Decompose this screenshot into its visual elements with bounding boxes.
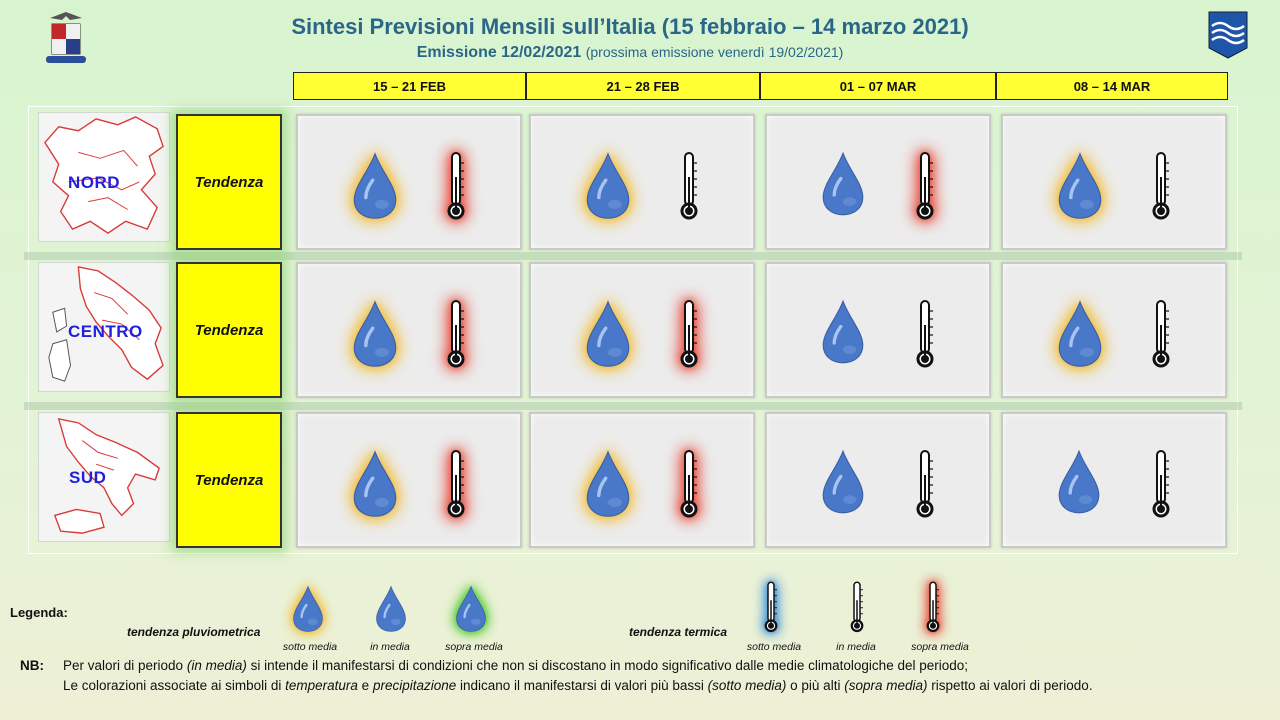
thermometer-icon	[1149, 448, 1173, 520]
period-header-3: 01 – 07 MAR	[760, 72, 996, 100]
raindrop-icon	[352, 446, 398, 522]
row-separator	[24, 402, 1242, 410]
thermometer-icon	[1149, 298, 1173, 370]
period-header-2: 21 – 28 FEB	[526, 72, 760, 100]
thermometer-icon	[677, 150, 701, 222]
raindrop-icon	[585, 296, 631, 372]
forecast-grid	[28, 106, 1238, 554]
next-emission: (prossima emissione venerdì 19/02/2021)	[585, 44, 844, 60]
thermometer-icon	[444, 150, 468, 222]
legend-raindrop-icon	[292, 582, 324, 636]
forecast-cell-sud-2	[529, 412, 755, 548]
forecast-cell-centro-1	[296, 262, 522, 398]
notes-key: NB:	[20, 658, 44, 673]
raindrop-icon	[821, 446, 865, 518]
map-nord	[38, 112, 170, 242]
forecast-cell-nord-1	[296, 114, 522, 250]
row-separator	[24, 252, 1242, 260]
thermometer-icon	[444, 298, 468, 370]
tendency-box-nord: Tendenza	[176, 114, 282, 250]
air-force-crest-icon	[40, 8, 92, 70]
page-title: Sintesi Previsioni Mensili sull’Italia (…	[291, 14, 969, 39]
raindrop-icon	[821, 296, 865, 368]
thermometer-icon	[1149, 150, 1173, 222]
legend-raindrop-icon	[375, 582, 407, 636]
raindrop-icon	[1057, 446, 1101, 518]
forecast-cell-sud-3	[765, 412, 991, 548]
thermometer-icon	[677, 298, 701, 370]
raindrop-icon	[1057, 148, 1103, 224]
emission-date: Emissione 12/02/2021	[416, 44, 582, 61]
forecast-cell-centro-4	[1001, 262, 1227, 398]
raindrop-icon	[585, 148, 631, 224]
legend-temp-label: tendenza termica	[629, 625, 728, 639]
raindrop-icon	[352, 296, 398, 372]
thermometer-icon	[677, 448, 701, 520]
forecast-cell-sud-1	[296, 412, 522, 548]
legend-thermometer-icon	[848, 580, 866, 634]
legend-thermometer-icon	[762, 580, 780, 634]
tendency-box-centro: Tendenza	[176, 262, 282, 398]
thermometer-icon	[913, 150, 937, 222]
forecast-cell-nord-4	[1001, 114, 1227, 250]
notes-line-2: Le colorazioni associate ai simboli di t…	[63, 678, 1093, 693]
region-label-sud: SUD	[69, 468, 107, 487]
forecast-cell-sud-4	[1001, 412, 1227, 548]
legend-title: Legenda:	[10, 605, 68, 620]
forecast-cell-centro-2	[529, 262, 755, 398]
map-sud	[38, 412, 170, 542]
legend-precip-label: tendenza pluviometrica	[127, 625, 261, 639]
period-header-4: 08 – 14 MAR	[996, 72, 1228, 100]
raindrop-icon	[1057, 296, 1103, 372]
forecast-cell-nord-2	[529, 114, 755, 250]
region-label-centro: CENTRO	[68, 322, 143, 341]
forecast-cell-nord-3	[765, 114, 991, 250]
period-header-1: 15 – 21 FEB	[293, 72, 526, 100]
weather-service-logo-icon	[1206, 8, 1250, 60]
legend-precip-caption-3: sopra media	[445, 641, 503, 653]
legend-precip-caption-2: in media	[370, 641, 410, 653]
legend-raindrop-icon	[455, 582, 487, 636]
thermometer-icon	[913, 448, 937, 520]
legend-temp-caption-2: in media	[836, 641, 876, 653]
legend-precip-caption-1: sotto media	[282, 641, 338, 653]
thermometer-icon	[913, 298, 937, 370]
map-centro	[38, 262, 170, 392]
thermometer-icon	[444, 448, 468, 520]
notes-line-1: Per valori di periodo (in media) si inte…	[63, 658, 969, 673]
raindrop-icon	[821, 148, 865, 220]
forecast-cell-centro-3	[765, 262, 991, 398]
tendency-box-sud: Tendenza	[176, 412, 282, 548]
emission-info: Emissione 12/02/2021 (prossima emissione…	[0, 44, 1260, 62]
legend-temp-caption-3: sopra media	[911, 641, 969, 653]
legend-temp-caption-1: sotto media	[746, 641, 802, 653]
raindrop-icon	[352, 148, 398, 224]
raindrop-icon	[585, 446, 631, 522]
legend-thermometer-icon	[924, 580, 942, 634]
region-label-nord: NORD	[68, 173, 121, 192]
